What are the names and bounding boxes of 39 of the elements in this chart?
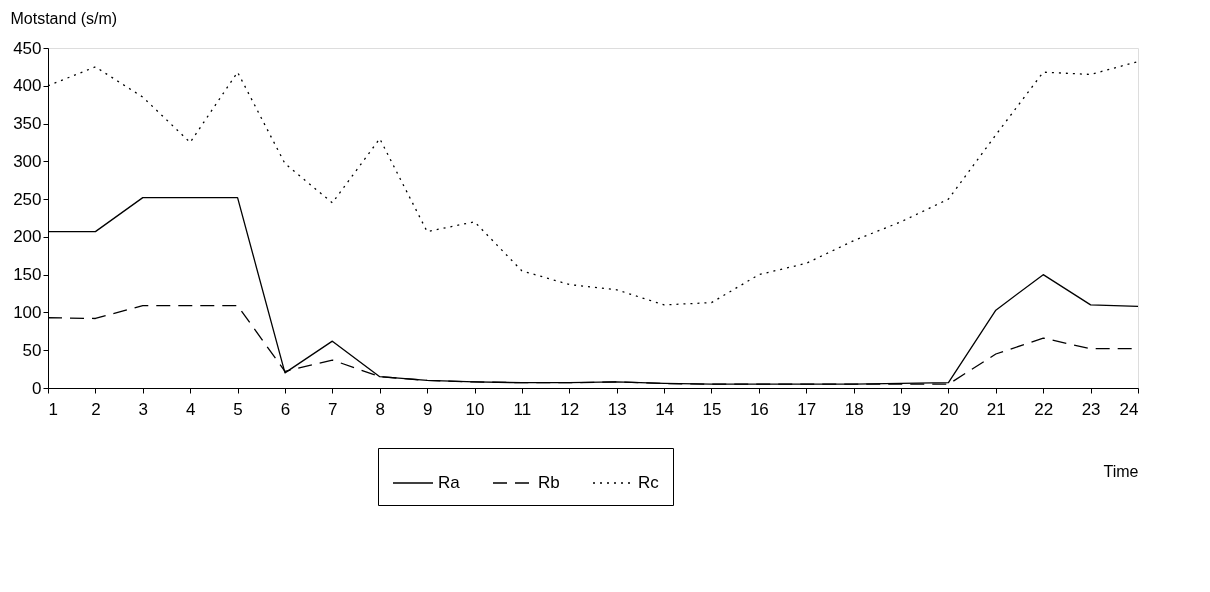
y-tick-label: 150 [13,265,42,285]
x-tick-label: 16 [749,399,769,419]
x-tick-label: 20 [939,399,959,419]
x-tick-label: 24 [1119,399,1139,419]
x-tick-label: 8 [375,399,385,419]
x-tick-label: 9 [422,399,433,419]
x-tick-label: 10 [465,399,485,419]
x-tick-label: 21 [986,399,1006,419]
y-tick-label: 100 [13,302,42,322]
x-axis-title: Time [1103,462,1139,480]
y-tick-label: 0 [32,378,42,398]
y-tick-label: 200 [13,227,42,247]
y-tick-label: 350 [13,114,42,134]
x-tick-label: 19 [892,399,911,419]
x-tick-label: 4 [185,399,196,419]
x-tick-label: 14 [655,399,675,419]
y-tick-label: 250 [13,189,42,209]
x-tick-label: 13 [607,399,627,419]
y-tick-label: 400 [13,76,42,96]
x-tick-label: 7 [328,399,338,419]
y-tick-label: 300 [13,151,42,171]
y-tick-label: 50 [22,340,42,360]
x-tick-label: 5 [233,399,243,419]
legend-label: Rb [538,473,560,492]
x-tick-label: 17 [797,399,817,419]
x-tick-label: 3 [138,399,149,419]
x-tick-label: 1 [48,399,58,419]
x-tick-label: 15 [702,399,722,419]
x-tick-label: 23 [1081,399,1101,419]
legend-label: Ra [438,473,461,492]
x-tick-label: 6 [280,399,291,419]
x-tick-label: 12 [560,399,580,419]
legend-label: Rc [638,473,660,492]
x-tick-label: 11 [513,399,532,419]
x-tick-label: 22 [1034,399,1054,419]
x-tick-label: 2 [91,399,101,419]
y-tick-label: 450 [13,38,42,58]
y-axis-title: Motstand (s/m) [10,9,118,27]
x-tick-label: 18 [844,399,864,419]
